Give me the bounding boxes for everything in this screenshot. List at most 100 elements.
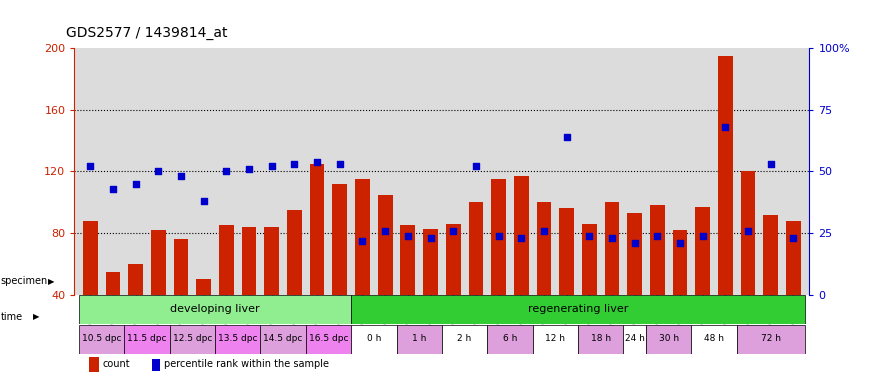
Bar [124,325,170,354]
Bar [129,264,143,295]
Bar [627,213,642,295]
Bar [264,227,279,295]
Text: specimen: specimen [1,276,48,286]
Text: developing liver: developing liver [171,304,260,314]
Text: 0 h: 0 h [367,334,381,343]
Point [718,124,732,130]
Text: 11.5 dpc: 11.5 dpc [127,334,167,343]
Point [560,134,574,140]
Bar [79,295,351,324]
Text: 2 h: 2 h [458,334,472,343]
Bar [173,239,188,295]
Bar [650,205,665,295]
Point [741,228,755,234]
Bar [396,325,442,354]
Bar [786,221,801,295]
Bar [673,230,688,295]
Point [696,233,710,239]
Bar [646,325,691,354]
Point [583,233,597,239]
Point [446,228,460,234]
Bar [261,325,305,354]
Point [106,185,120,192]
Bar [332,184,347,295]
Text: 30 h: 30 h [659,334,679,343]
Bar [559,209,574,295]
Point [627,240,641,246]
Bar [582,224,597,295]
Bar [533,325,578,354]
Point [242,166,256,172]
Bar [79,325,124,354]
Point [514,235,528,241]
Bar [741,171,755,295]
Bar [623,325,646,354]
Text: regenerating liver: regenerating liver [528,304,628,314]
Text: count: count [102,359,130,369]
Bar [83,221,98,295]
Point [673,240,687,246]
Text: ▶: ▶ [33,312,39,321]
Point [332,161,346,167]
Bar [691,325,737,354]
Point [310,159,324,165]
Bar [351,295,805,324]
Bar [378,195,393,295]
Point [537,228,551,234]
Text: 48 h: 48 h [704,334,724,343]
Bar [446,224,460,295]
Text: 13.5 dpc: 13.5 dpc [218,334,257,343]
Text: percentile rank within the sample: percentile rank within the sample [164,359,329,369]
Text: 12.5 dpc: 12.5 dpc [172,334,212,343]
Point [174,173,188,179]
Bar [242,227,256,295]
Point [83,164,97,170]
Point [355,237,369,243]
Point [787,235,801,241]
Bar [605,202,620,295]
Bar [106,272,121,295]
Point [151,168,165,174]
Text: time: time [1,312,23,322]
Bar [487,325,533,354]
Point [469,164,483,170]
Point [401,233,415,239]
Bar [442,325,487,354]
Text: ▶: ▶ [48,276,54,286]
Bar [215,325,261,354]
Bar [287,210,302,295]
Bar [536,202,551,295]
Text: 14.5 dpc: 14.5 dpc [263,334,303,343]
Point [650,233,664,239]
Point [424,235,438,241]
Text: 6 h: 6 h [503,334,517,343]
Text: 10.5 dpc: 10.5 dpc [82,334,122,343]
Bar [491,179,506,295]
Bar [401,225,416,295]
Bar [424,228,438,295]
Text: 72 h: 72 h [760,334,780,343]
Point [764,161,778,167]
Point [265,164,279,170]
Text: GDS2577 / 1439814_at: GDS2577 / 1439814_at [66,26,228,40]
Point [287,161,301,167]
Bar [718,56,733,295]
Bar [578,325,623,354]
Point [129,181,143,187]
Bar [89,358,99,372]
Point [492,233,506,239]
Text: 12 h: 12 h [545,334,565,343]
Bar [151,359,159,371]
Point [220,168,234,174]
Point [378,228,392,234]
Bar [468,202,483,295]
Text: 18 h: 18 h [591,334,611,343]
Bar [305,325,351,354]
Bar [696,207,710,295]
Point [605,235,619,241]
Bar [151,230,165,295]
Point [197,198,211,204]
Bar [737,325,805,354]
Bar [764,215,778,295]
Bar [514,176,528,295]
